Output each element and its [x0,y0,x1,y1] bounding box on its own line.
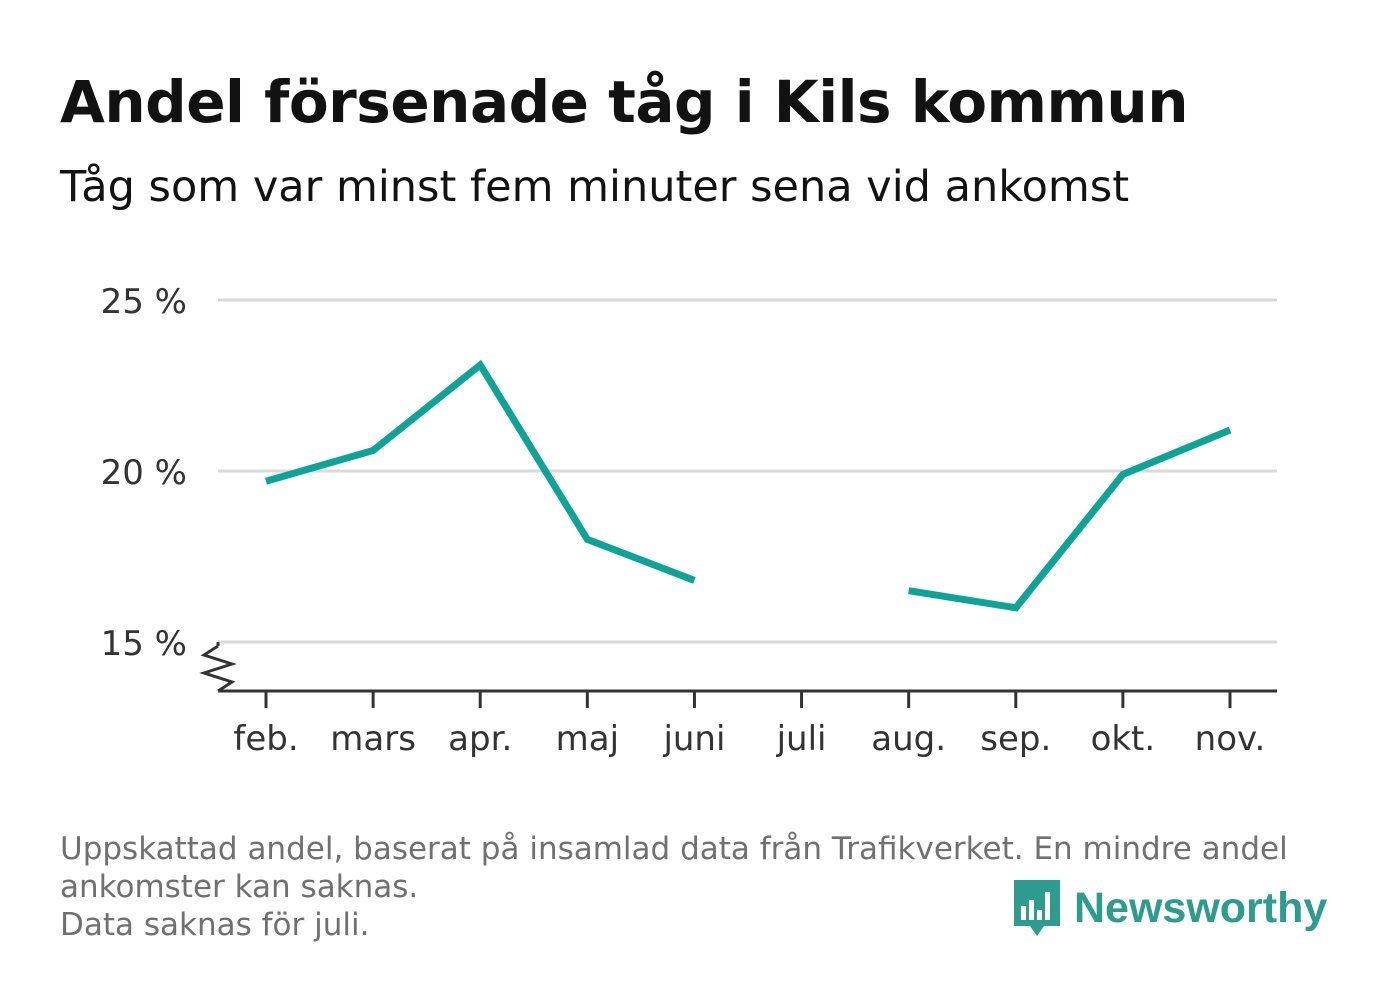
footnote-line: Data saknas för juli. [60,907,370,943]
chart-subtitle: Tåg som var minst fem minuter sena vid a… [60,162,1130,212]
x-tick-label: sep. [980,719,1051,759]
footnote-line: Uppskattad andel, baserat på insamlad da… [60,831,1288,867]
x-tick-label: okt. [1091,719,1156,759]
brand-name: Newsworthy [1074,883,1328,932]
x-tick-label: apr. [448,719,512,759]
x-tick-label: maj [556,719,619,759]
newsworthy-logo-icon [1014,880,1060,936]
x-tick-label: aug. [871,719,946,759]
y-axis-break [199,644,237,693]
brand-logo: Newsworthy [1010,876,1327,940]
x-tick-label: juni [662,719,725,759]
series-line [265,359,696,584]
chart-title: Andel försenade tåg i Kils kommun [60,68,1189,136]
series-line [908,426,1232,612]
y-tick-label: 15 % [101,624,187,664]
footnote: Uppskattad andel, baserat på insamlad da… [60,830,1320,944]
y-tick-label: 25 % [101,282,187,322]
x-tick-label: nov. [1195,719,1266,759]
x-tick-label: mars [330,719,416,759]
x-tick-label: feb. [233,719,298,759]
footnote-line: ankomster kan saknas. [60,869,419,905]
y-tick-label: 20 % [101,453,187,493]
x-tick-label: juli [776,719,827,759]
